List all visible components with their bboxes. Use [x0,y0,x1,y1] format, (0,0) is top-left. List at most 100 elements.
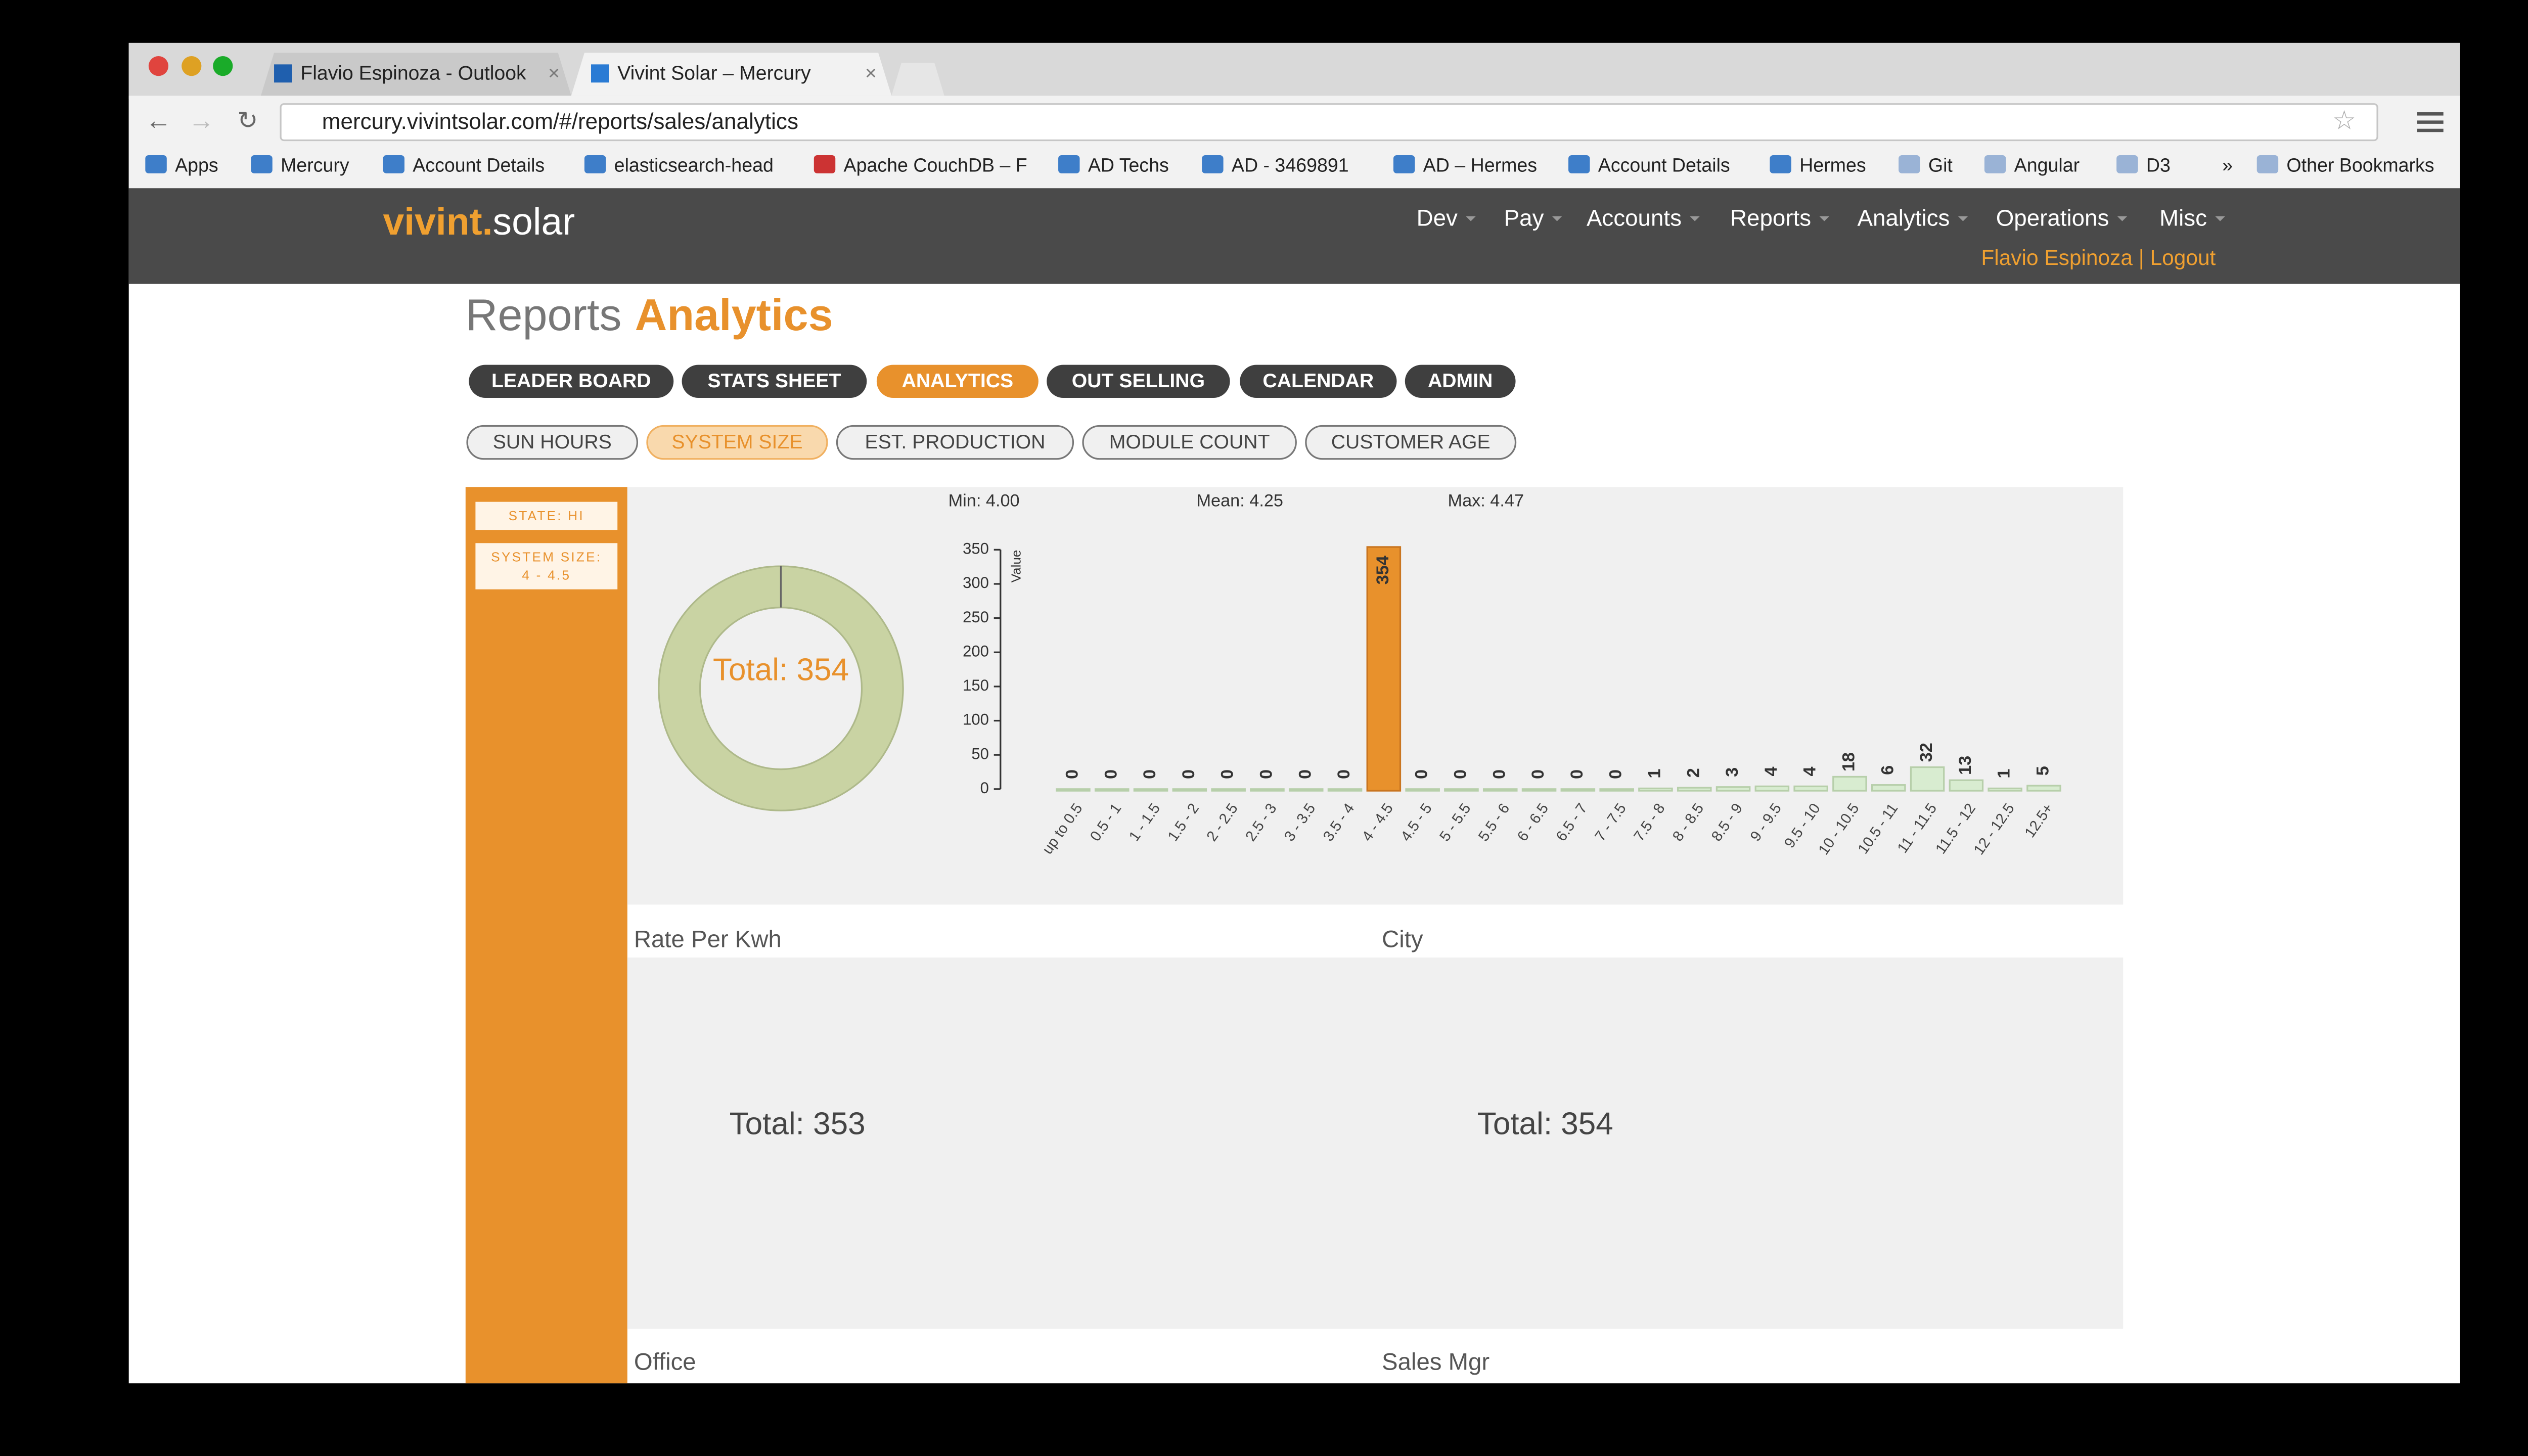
tab[interactable] [260,53,571,96]
y-tick-label: 0 [980,779,989,797]
bookmark[interactable]: AD Techs [1088,155,1169,176]
user-logout[interactable]: Flavio Espinoza | Logout [1981,246,2216,269]
dropdown-caret [1958,216,1968,221]
bookmark-icon [1568,155,1590,173]
tab-label: ADMIN [1428,370,1493,392]
back[interactable]: ← [145,106,171,135]
bar-value-label: 0 [1606,769,1626,779]
nav-item[interactable]: Dev [1417,205,1458,231]
bar [1250,788,1285,792]
bar-value-label: 0 [1063,769,1082,779]
bar-value-label: 0 [1218,769,1237,779]
bar-value-label: 4 [1762,766,1781,776]
bar [1754,785,1790,792]
bookmark-icon [584,155,606,173]
nav-item[interactable]: Pay [1504,205,1544,231]
folder-icon [2116,155,2138,173]
bar-value-label: 0 [1334,769,1353,779]
bookmark[interactable]: elasticsearch-head [614,155,774,176]
bar [1172,788,1207,792]
logo[interactable]: vivint.solar [383,200,575,243]
nav-item[interactable]: Analytics [1857,205,1950,231]
bar-value-label: 0 [1179,769,1198,779]
bar-value-label: 6 [1878,765,1897,775]
bar-value-label: 0 [1567,769,1587,779]
tab-button[interactable] [1405,365,1516,398]
nav-item[interactable]: Accounts [1587,205,1682,231]
tab-title[interactable]: Flavio Espinoza - Outlook [300,62,526,84]
zoom-button[interactable] [213,56,233,76]
subtab-button[interactable] [836,425,1074,460]
bar-value-label: 0 [1295,769,1315,779]
dropdown-caret [2117,216,2128,221]
bookmark[interactable]: Hermes [1799,155,1866,176]
close-button[interactable] [148,56,169,76]
bookmark[interactable]: Account Details [413,155,545,176]
new-tab[interactable] [891,63,944,96]
forward[interactable]: → [188,106,214,135]
tab-label: OUT SELLING [1072,370,1205,392]
bookmark[interactable]: Mercury [281,155,349,176]
tab-button[interactable] [876,365,1039,398]
minimize-button[interactable] [182,56,202,76]
stat-mean: Mean: 4.25 [1197,491,1283,511]
donut-total: Total: 354 [713,652,849,687]
bar-value-label: 0 [1257,769,1276,779]
filter-box[interactable] [475,543,618,589]
bar [1638,787,1673,792]
tab-label: STATS SHEET [707,370,841,392]
address-bar[interactable] [280,103,2378,142]
tab-icon [591,64,609,83]
dropdown-caret [1552,216,1562,221]
reload[interactable]: ↻ [237,107,258,134]
tab-button[interactable] [469,365,674,398]
menu-icon[interactable] [2417,112,2444,116]
subtab-label: CUSTOMER AGE [1331,431,1491,453]
donut-total: Total: 353 [730,1106,866,1141]
bookmark[interactable]: Other Bookmarks [2286,155,2434,176]
bookmark[interactable]: » [2222,155,2233,176]
bookmark[interactable]: Apache CouchDB – F [844,155,1027,176]
bookmark[interactable]: AD - 3469891 [1232,155,1349,176]
bookmark-icon [383,155,404,173]
bar [1056,788,1091,792]
tab-title[interactable]: Vivint Solar – Mercury [617,62,811,84]
filter-box[interactable] [475,502,618,530]
bar [2026,785,2061,792]
bookmark[interactable]: Git [1928,155,1953,176]
bar [1793,785,1828,792]
bar [1871,784,1906,792]
detail-panel [627,957,2124,1329]
bookmark[interactable]: AD – Hermes [1423,155,1537,176]
bar-value-label: 1 [1995,769,2014,779]
tab-label: ANALYTICS [902,370,1014,392]
bookmark[interactable]: Angular [2014,155,2080,176]
tab-button[interactable] [682,365,867,398]
nav-item[interactable]: Misc [2159,205,2207,231]
bookmark-icon [1202,155,1224,173]
tab-button[interactable] [1047,365,1230,398]
subtab-label: SUN HOURS [493,431,612,453]
bookmark[interactable]: Account Details [1598,155,1730,176]
nav-item[interactable]: Reports [1730,205,1811,231]
bar-value-label: 0 [1412,769,1431,779]
bar [1405,788,1440,792]
subtab-button[interactable] [646,425,828,460]
bar [1910,766,1945,792]
subtab-button[interactable] [1082,425,1297,460]
tab-button[interactable] [1240,365,1397,398]
section-title: Office [634,1349,696,1376]
bookmark[interactable]: Apps [175,155,218,176]
stat-max: Max: 4.47 [1448,491,1524,511]
tab-active[interactable] [571,53,892,96]
subtab-button[interactable] [1305,425,1517,460]
bar [1716,786,1751,792]
bar [1211,788,1246,792]
subtab-button[interactable] [466,425,639,460]
folder-icon [1899,155,1920,173]
nav-item[interactable]: Operations [1996,205,2109,231]
tab-close: × [548,62,560,84]
star[interactable]: ☆ [2332,106,2356,135]
bookmark[interactable]: D3 [2146,155,2171,176]
